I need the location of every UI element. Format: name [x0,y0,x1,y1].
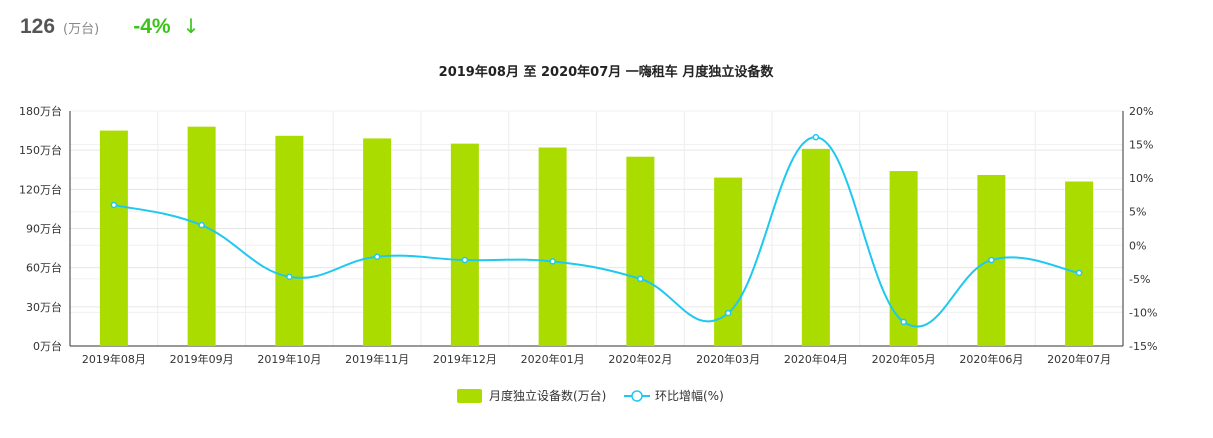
bar [889,171,918,346]
bar [275,135,304,346]
legend-line-label: 环比增幅(%) [655,388,724,403]
x-tick-label: 2019年08月 [82,352,146,366]
x-tick-label: 2020年02月 [608,352,672,366]
line-point [198,221,205,229]
legend-bar-label: 月度独立设备数(万台) [489,388,606,403]
left-tick-label: 120万台 [19,182,62,196]
left-tick-label: 30万台 [26,300,62,314]
x-tick-label: 2019年09月 [170,352,234,366]
right-tick-label: 10% [1129,172,1153,185]
line-point [1075,269,1083,277]
x-tick-label: 2020年04月 [784,352,848,366]
line-point [812,133,820,141]
bar [363,138,392,346]
line-point [110,201,118,209]
line-point [637,275,644,283]
bar [187,126,216,347]
x-tick-label: 2019年10月 [257,352,321,366]
line-point [373,253,381,260]
x-tick-label: 2020年01月 [521,352,585,366]
kpi: 126 (万台) -4% ↓ [20,14,199,39]
x-tick-label: 2020年07月 [1047,352,1111,366]
bar [538,147,567,346]
line-point [286,273,293,281]
bar [1065,181,1094,346]
chart-title: 2019年08月 至 2020年07月 一嗨租车 月度独立设备数 [439,64,775,80]
x-tick-label: 2020年06月 [959,352,1023,366]
line-point [461,256,469,264]
left-tick-label: 90万台 [26,222,62,236]
x-tick-label: 2019年11月 [345,352,409,366]
line-point [900,318,907,326]
bar [450,143,479,346]
bar [626,156,655,346]
left-tick-label: 0万台 [33,339,62,353]
right-tick-label: 20% [1129,105,1153,118]
legend-line-marker [631,390,643,402]
right-tick-label: 15% [1129,139,1153,152]
legend-bar-swatch [457,389,482,403]
right-tick-label: 0% [1129,239,1146,252]
bar [714,177,743,346]
right-tick-label: -5% [1129,273,1150,286]
x-tick-label: 2020年05月 [872,352,936,366]
kpi-unit: (万台) [63,22,100,37]
arrow-down-icon: ↓ [182,14,200,38]
line-point [988,256,995,264]
bar [99,130,128,346]
right-tick-label: -15% [1129,340,1157,353]
kpi-value: 126 [20,15,56,38]
line-point [724,309,732,317]
right-tick-label: -10% [1129,306,1157,319]
x-tick-label: 2020年03月 [696,352,760,366]
left-tick-label: 180万台 [19,104,62,118]
left-tick-label: 60万台 [26,261,62,275]
bar [801,148,830,346]
right-tick-label: 5% [1129,206,1146,219]
kpi-change: -4% [133,15,171,38]
left-tick-label: 150万台 [19,143,62,157]
x-tick-label: 2019年12月 [433,352,497,366]
line-point [549,258,556,265]
